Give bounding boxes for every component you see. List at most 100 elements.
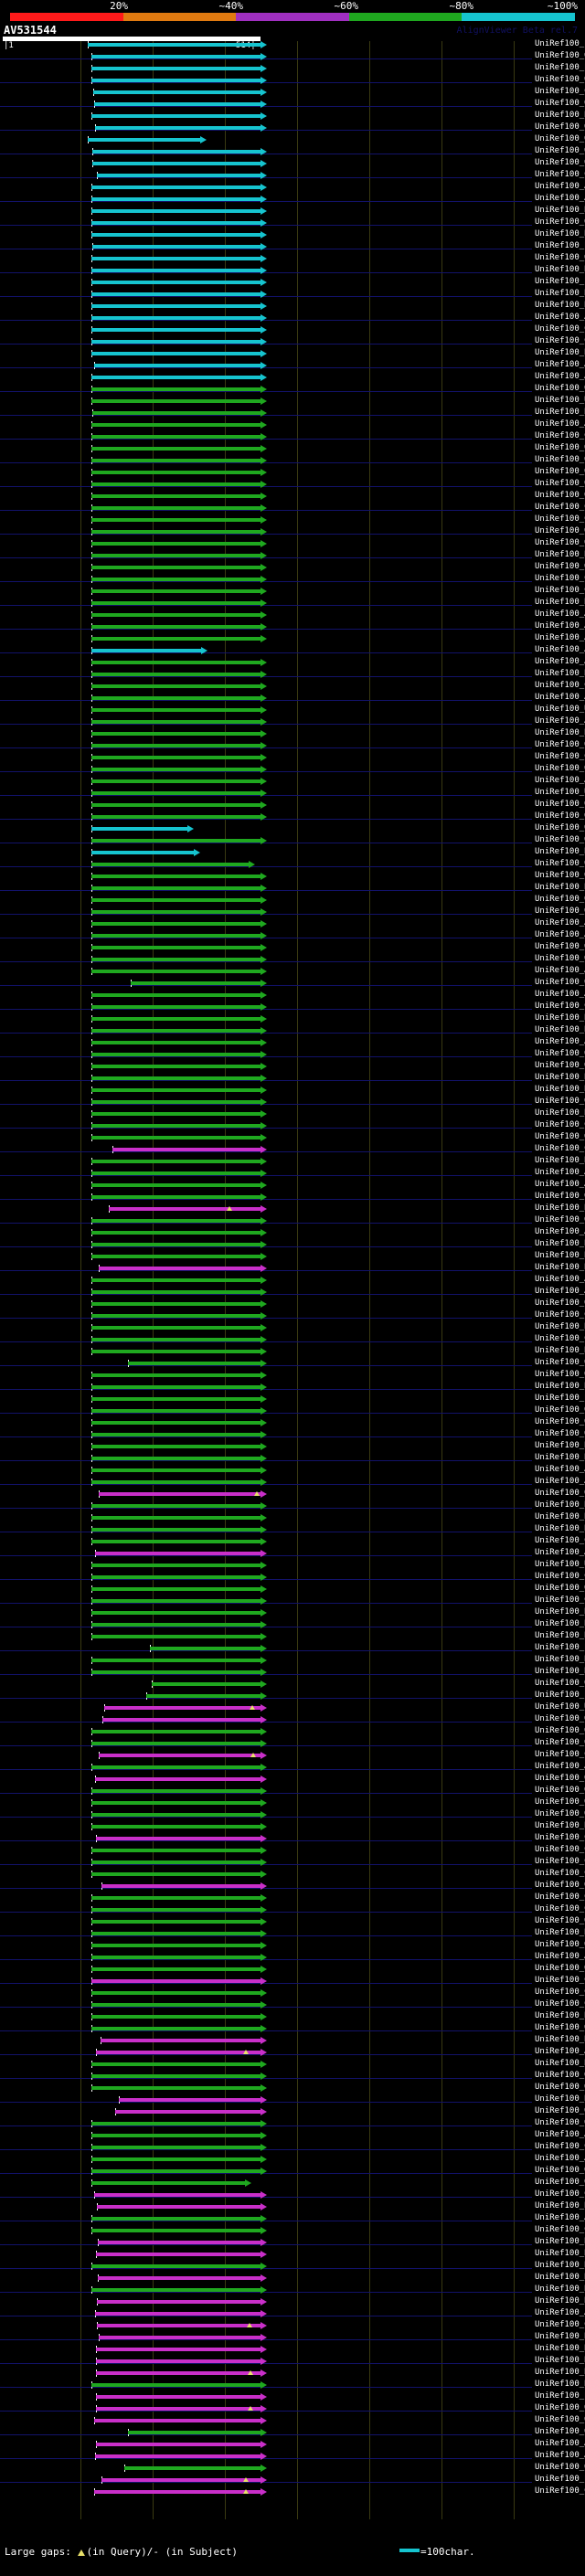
hit-accession-label[interactable]: UniRef100_B9SG19 <box>535 1619 585 1628</box>
table-row[interactable]: UniRef100_B9NCV6 <box>0 2249 585 2258</box>
hit-accession-label[interactable]: UniRef100_B9APC1 <box>535 2273 585 2282</box>
hit-accession-label[interactable]: UniRef100_C7J5BD4 <box>535 1845 585 1854</box>
hit-accession-label[interactable]: UniRef100_Q9SJNB <box>535 2166 585 2175</box>
hit-accession-label[interactable]: UniRef100_Q617B44 <box>535 978 585 987</box>
hit-accession-label[interactable]: UniRef100_Q6YUP5 <box>535 764 585 773</box>
hit-accession-label[interactable]: UniRef100_Q0IQ12 <box>535 384 585 393</box>
hit-accession-label[interactable]: UniRef100_Q0WT97 <box>535 740 585 749</box>
table-row[interactable]: UniRef100_Q5KT3K <box>0 2427 585 2436</box>
hit-accession-label[interactable]: UniRef100_C7J3C1 <box>535 431 585 440</box>
table-row[interactable]: UniRef100_A7L155 <box>0 645 585 654</box>
hsp-bar[interactable] <box>91 1160 261 1163</box>
table-row[interactable]: UniRef100_B9S0S6 <box>0 1631 585 1640</box>
table-row[interactable]: UniRef100_A9RB3S <box>0 657 585 666</box>
table-row[interactable]: UniRef100_B9I3Q8 <box>0 348 585 357</box>
hsp-bar[interactable] <box>98 2241 261 2244</box>
hit-accession-label[interactable]: UniRef100_P94040 <box>535 39 585 48</box>
hsp-bar[interactable] <box>91 459 261 462</box>
table-row[interactable]: UniRef100_B9I3E8 <box>0 1382 585 1391</box>
table-row[interactable]: UniRef100_Q8GYY8 <box>0 906 585 916</box>
hit-accession-label[interactable]: UniRef100_Q9SSC3 <box>535 1097 585 1106</box>
hsp-bar[interactable] <box>91 922 261 926</box>
hsp-bar[interactable] <box>95 2312 261 2316</box>
hsp-bar[interactable] <box>91 1433 261 1436</box>
hit-accession-label[interactable]: UniRef100_B9I4K0 <box>535 2332 585 2341</box>
hsp-bar[interactable] <box>97 2324 261 2327</box>
table-row[interactable]: UniRef100_Q8LK9R <box>0 2403 585 2412</box>
hit-accession-label[interactable]: UniRef100_B9S5W6 <box>535 2344 585 2353</box>
hsp-bar[interactable] <box>96 2443 261 2446</box>
hsp-bar[interactable] <box>91 2288 261 2292</box>
hit-accession-label[interactable]: UniRef100_Q4V5UE <box>535 1049 585 1058</box>
hit-accession-label[interactable]: UniRef100_B9RNL1 <box>535 1156 585 1165</box>
table-row[interactable]: UniRef100_Q9LJ90 <box>0 2071 585 2080</box>
table-row[interactable]: UniRef100_C5SF09 <box>0 1999 585 2009</box>
hsp-bar[interactable] <box>91 1967 261 1971</box>
hit-accession-label[interactable]: UniRef100_O94D13 <box>535 1786 585 1795</box>
hit-accession-label[interactable]: UniRef100_A7PDY2 <box>535 182 585 191</box>
hsp-bar[interactable] <box>150 1647 261 1650</box>
hsp-bar[interactable] <box>91 1100 261 1104</box>
hit-accession-label[interactable]: UniRef100_Q9LJ90 <box>535 2071 585 2080</box>
hit-accession-label[interactable]: UniRef100_Q9SZ42 <box>535 1489 585 1498</box>
table-row[interactable]: UniRef100_B9TU44 <box>0 1655 585 1664</box>
hsp-bar[interactable] <box>128 1362 261 1365</box>
hsp-bar[interactable] <box>96 2395 261 2399</box>
hsp-bar[interactable] <box>96 2371 261 2375</box>
hit-accession-label[interactable]: UniRef100_Q9FL31 <box>535 1584 585 1593</box>
table-row[interactable]: UniRef100_A5B892 <box>0 2308 585 2317</box>
hit-accession-label[interactable]: UniRef100_Q0R9J7 <box>535 1417 585 1426</box>
hit-accession-label[interactable]: UniRef100_B9NCV6 <box>535 2249 585 2258</box>
hsp-bar[interactable] <box>119 2098 261 2102</box>
hsp-bar[interactable] <box>91 1136 261 1140</box>
table-row[interactable]: UniRef100_B9SC36 <box>0 2296 585 2306</box>
hsp-bar[interactable] <box>91 732 261 736</box>
table-row[interactable]: UniRef100_B9RNL1 <box>0 1156 585 1165</box>
table-row[interactable]: UniRef100_A7PDY2 <box>0 182 585 191</box>
hit-accession-label[interactable]: UniRef100_A9PH41 <box>535 1180 585 1189</box>
hit-accession-label[interactable]: UniRef100_P96014 <box>535 1691 585 1700</box>
table-row[interactable]: UniRef100_C5Z0C4 <box>0 1904 585 1913</box>
hsp-bar[interactable] <box>101 2039 261 2042</box>
table-row[interactable]: UniRef100_C6T8T1 <box>0 503 585 512</box>
hsp-bar[interactable] <box>91 2134 261 2137</box>
table-row[interactable]: UniRef100_C7S8C4 <box>0 170 585 179</box>
table-row[interactable]: UniRef100_A9PK48 <box>0 1227 585 1236</box>
hsp-bar[interactable] <box>91 1326 261 1330</box>
hit-accession-label[interactable]: UniRef100_B9I3B8 <box>535 1322 585 1331</box>
hit-accession-label[interactable]: UniRef100_UPI0000 <box>535 396 585 405</box>
hsp-bar[interactable] <box>91 2003 261 2007</box>
hsp-bar[interactable] <box>91 625 261 629</box>
hit-accession-label[interactable]: UniRef100_C5YZ75 <box>535 1869 585 1878</box>
hit-accession-label[interactable]: UniRef100_Q9SSC4 <box>535 1916 585 1925</box>
table-row[interactable]: UniRef100_B9S5W0 <box>0 1025 585 1034</box>
table-row[interactable]: UniRef100_C6SY87 <box>0 1595 585 1605</box>
table-row[interactable]: UniRef100_O5SZ6H <box>0 1679 585 1688</box>
table-row[interactable]: UniRef100_Q5T2Q5 <box>0 1714 585 1723</box>
hit-accession-label[interactable]: UniRef100_A8B2M3 <box>535 716 585 726</box>
table-row[interactable]: UniRef100_C5X0S6 <box>0 1536 585 1545</box>
hit-accession-label[interactable]: UniRef100_O64V63 <box>535 871 585 880</box>
hsp-bar[interactable] <box>91 1409 261 1413</box>
hsp-bar[interactable] <box>94 102 261 106</box>
hit-accession-label[interactable]: UniRef100_C5YGE2 <box>535 2320 585 2329</box>
hit-accession-label[interactable]: UniRef100_B9H9L8 <box>535 1239 585 1248</box>
table-row[interactable]: UniRef100_O8L686 <box>0 526 585 535</box>
hit-accession-label[interactable]: UniRef100_B9GW15 <box>535 289 585 298</box>
hsp-bar[interactable] <box>91 554 261 557</box>
hit-accession-label[interactable]: UniRef100_Q9ZRA4 <box>535 253 585 262</box>
table-row[interactable]: UniRef100_Q9FZ27 <box>0 942 585 951</box>
hsp-bar[interactable] <box>115 2110 261 2114</box>
table-row[interactable]: UniRef100_A9RNJ7 <box>0 1952 585 1961</box>
hsp-bar[interactable] <box>91 1504 261 1508</box>
hsp-bar[interactable] <box>91 79 261 82</box>
hit-accession-label[interactable]: UniRef100_Q9SS92 <box>535 1964 585 1973</box>
hsp-bar[interactable] <box>91 1385 261 1389</box>
hit-accession-label[interactable]: UniRef100_C6T8T1 <box>535 503 585 512</box>
table-row[interactable]: UniRef100_A9PJ65 <box>0 360 585 369</box>
table-row[interactable]: UniRef100_B9NCV8 <box>0 2261 585 2270</box>
table-row[interactable]: UniRef100_B9A6I8 <box>0 265 585 274</box>
hit-accession-label[interactable]: UniRef100_Q9AR81 <box>535 99 585 108</box>
table-row[interactable]: UniRef100_B8LE03 <box>0 1821 585 1830</box>
hit-accession-label[interactable]: UniRef100_B9GTF7 <box>535 2356 585 2365</box>
